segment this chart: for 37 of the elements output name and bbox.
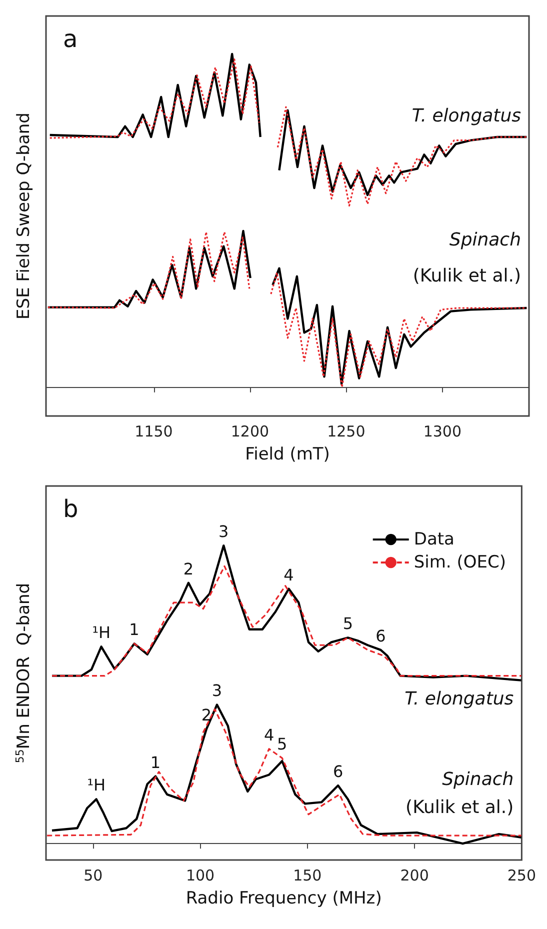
annotation: 2 [183, 559, 194, 578]
x-tick-label: 250 [507, 866, 536, 884]
annotation: (Kulik et al.) [412, 266, 521, 286]
chart-title: b [63, 495, 78, 523]
legend-label: Sim. (OEC) [414, 552, 506, 572]
x-tick-label: 1300 [423, 422, 462, 440]
annotation: 6 [332, 762, 344, 781]
annotation: ¹H [92, 623, 111, 642]
annotation: 4 [264, 725, 274, 744]
x-tick-label: 1150 [134, 422, 173, 440]
y-axis-title: 55Mn ENDOR Q-band [14, 582, 34, 764]
annotation: T. elongatus [412, 106, 521, 126]
y-axis-title: ESE Field Sweep Q-band [14, 112, 34, 320]
annotation: ¹H [87, 776, 106, 795]
annotation: 5 [277, 734, 288, 754]
chart-title: a [63, 25, 78, 53]
annotation: 1 [129, 620, 140, 640]
x-axis-title: Field (mT) [245, 444, 330, 464]
x-tick-label: 100 [186, 866, 215, 884]
annotation: 4 [284, 565, 294, 584]
legend-label: Data [414, 530, 454, 550]
annotation: T. elongatus [404, 688, 514, 710]
x-tick-label: 1250 [327, 422, 366, 440]
annotation: 3 [218, 522, 229, 542]
annotation: Spinach [442, 769, 514, 790]
x-axis-title: Radio Frequency (MHz) [186, 888, 382, 908]
annotation: (Kulik et al.) [406, 797, 514, 818]
annotation: 3 [212, 681, 222, 700]
x-tick-label: 1200 [230, 422, 270, 440]
annotation: 6 [376, 626, 386, 646]
x-tick-label: 150 [293, 866, 322, 884]
annotation: 2 [201, 705, 212, 724]
x-tick-label: 50 [84, 866, 103, 884]
annotation: Spinach [449, 230, 521, 250]
annotation: 5 [342, 614, 354, 634]
annotation: 1 [150, 752, 161, 772]
x-tick-label: 200 [400, 866, 429, 884]
